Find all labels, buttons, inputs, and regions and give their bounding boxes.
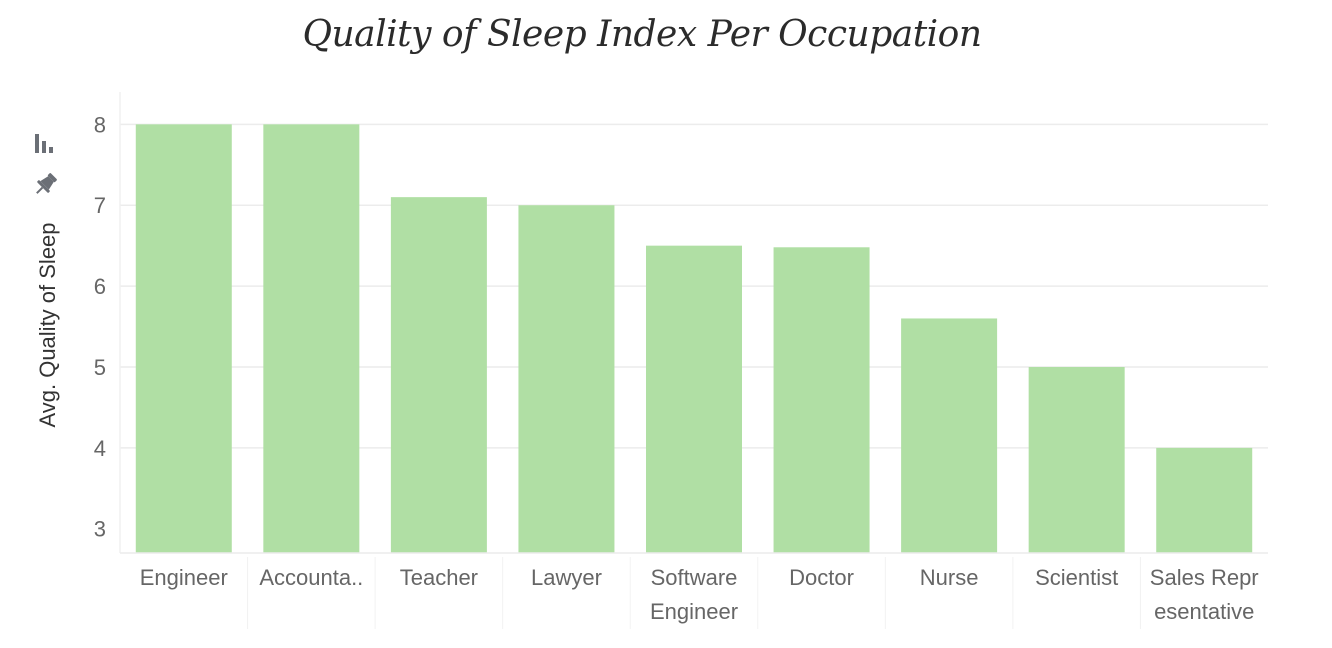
x-tick-label: Engineer [650, 599, 738, 624]
y-tick-label: 8 [94, 112, 106, 137]
x-tick-label: Teacher [400, 565, 478, 590]
chart-title: Quality of Sleep Index Per Occupation [302, 14, 982, 55]
x-tick-label: Sales Repr [1150, 565, 1259, 590]
y-tick-label: 3 [94, 517, 106, 542]
y-tick-label: 4 [94, 436, 106, 461]
y-tick-label: 7 [94, 193, 106, 218]
x-tick-label: Accounta.. [259, 565, 363, 590]
bar [646, 245, 742, 553]
x-tick-label: Software [651, 565, 738, 590]
bar [390, 197, 487, 553]
x-tick-label: esentative [1154, 599, 1254, 624]
bar [1156, 447, 1253, 553]
x-tick-label: Engineer [140, 565, 228, 590]
bar [773, 247, 870, 553]
x-tick-label: Scientist [1035, 565, 1118, 590]
x-tick-label: Nurse [920, 565, 979, 590]
x-tick-label: Doctor [789, 565, 854, 590]
bar [901, 318, 998, 553]
bar [135, 124, 232, 553]
y-tick-label: 6 [94, 274, 106, 299]
x-tick-label: Lawyer [531, 565, 602, 590]
bar [263, 124, 360, 553]
bar [518, 205, 615, 553]
bar [1028, 366, 1125, 553]
y-tick-label: 5 [94, 355, 106, 380]
pin-icon[interactable] [32, 170, 60, 203]
sort-icon[interactable] [34, 134, 58, 159]
